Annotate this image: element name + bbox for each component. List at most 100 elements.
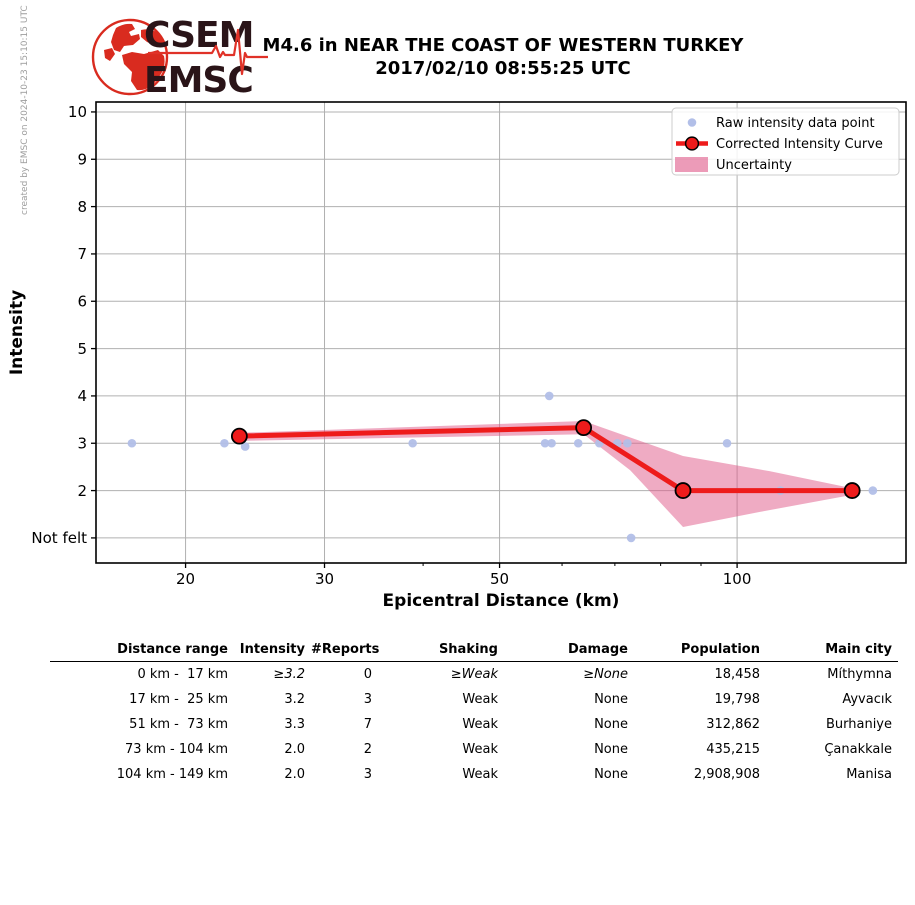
title-line-2: 2017/02/10 08:55:25 UTC bbox=[375, 58, 631, 79]
curve-marker bbox=[843, 482, 861, 499]
y-tick-label: 5 bbox=[77, 340, 87, 358]
raw-data-point bbox=[127, 438, 137, 448]
y-tick-label: 10 bbox=[68, 103, 87, 121]
y-tick-label: 7 bbox=[77, 245, 87, 263]
table-cell: 3 bbox=[363, 691, 372, 707]
legend-label: Raw intensity data point bbox=[716, 116, 875, 131]
column-header-6: Population bbox=[634, 639, 766, 662]
table-cell: 3 bbox=[363, 766, 372, 782]
table-cell: Weak bbox=[462, 716, 498, 732]
raw-data-point bbox=[623, 438, 632, 448]
raw-data-point bbox=[544, 391, 554, 401]
table-cell: Weak bbox=[462, 691, 498, 707]
table-cell: Weak bbox=[462, 741, 498, 757]
y-tick-label: 3 bbox=[77, 435, 87, 453]
legend-label: Uncertainty bbox=[716, 158, 792, 173]
table-cell: 73 km - 104 km bbox=[125, 741, 228, 757]
table-cell: 18,458 bbox=[714, 666, 761, 682]
legend-box bbox=[671, 107, 900, 176]
x-tick-label: 20 bbox=[176, 570, 195, 588]
globe-icon bbox=[91, 18, 169, 96]
uncertainty-band bbox=[239, 421, 853, 528]
raw-data-point bbox=[547, 438, 556, 448]
table-cell: 0 km - 17 km bbox=[137, 666, 228, 682]
raw-data-point bbox=[573, 438, 583, 448]
raw-data-point bbox=[722, 438, 732, 448]
legend-patch-marker bbox=[675, 157, 708, 172]
table-cell: 312,862 bbox=[706, 716, 760, 732]
table-cell: 2 bbox=[363, 741, 372, 757]
raw-data-point bbox=[220, 438, 229, 448]
table-row: 17 km - 25 km 3.2 3 Weak None 19,798 Ayvacık bbox=[50, 687, 898, 712]
table-cell: 104 km - 149 km bbox=[116, 766, 228, 782]
y-axis-label: Intensity bbox=[7, 290, 27, 375]
curve-marker bbox=[230, 427, 248, 445]
logo-text-emsc: EMSC bbox=[144, 60, 253, 101]
table-cell: 19,798 bbox=[714, 691, 761, 707]
table-cell: 17 km - 25 km bbox=[129, 691, 228, 707]
table-cell: Ayvacık bbox=[842, 691, 892, 707]
column-header-4: Shaking bbox=[378, 639, 504, 662]
legend-circle-marker bbox=[684, 136, 700, 151]
raw-data-point bbox=[408, 438, 417, 448]
table-cell: None bbox=[594, 716, 628, 732]
x-axis-label: Epicentral Distance (km) bbox=[383, 591, 620, 611]
x-tick-label: 30 bbox=[315, 570, 334, 588]
chart-title: M4.6 in NEAR THE COAST OF WESTERN TURKEY… bbox=[96, 34, 910, 80]
x-tick-label: 50 bbox=[490, 570, 509, 588]
plot-border bbox=[95, 101, 907, 564]
table-cell: 7 bbox=[363, 716, 372, 732]
table-cell: 435,215 bbox=[706, 741, 760, 757]
felt-report-table: Distance range Intensity #Reports Shaking Da… bbox=[50, 639, 898, 787]
table-cell: 3.3 bbox=[284, 716, 305, 732]
table-cell: Míthymna bbox=[827, 666, 892, 682]
column-header-3: #Reports bbox=[311, 639, 379, 662]
column-header-5: Damage bbox=[504, 639, 634, 662]
table-cell: Çanakkale bbox=[824, 741, 892, 757]
x-tick-label: 100 bbox=[723, 570, 752, 588]
y-tick-label: 6 bbox=[77, 293, 87, 311]
table-row: 0 km - 17 km ≥3.2 0 ≥Weak ≥None 18,458 Míthymn… bbox=[50, 662, 898, 687]
table-cell: None bbox=[594, 691, 628, 707]
curve-marker bbox=[575, 419, 593, 437]
column-header-7: Main city bbox=[766, 639, 898, 662]
title-line-1: M4.6 in NEAR THE COAST OF WESTERN TURKEY bbox=[262, 35, 744, 56]
table-cell: ≥Weak bbox=[450, 666, 498, 682]
raw-data-point bbox=[240, 442, 250, 451]
legend-label: Corrected Intensity Curve bbox=[716, 137, 883, 152]
legend-dot-marker bbox=[687, 118, 697, 127]
intensity-chart: Not felt 2 3 4 5 6 7 8 9 10 20 30 50 100 Intensity Epic… bbox=[7, 101, 907, 611]
y-tick-label: 2 bbox=[77, 482, 87, 500]
raw-data-point bbox=[626, 533, 636, 543]
y-tick-label: 4 bbox=[77, 387, 87, 405]
table-cell: Burhaniye bbox=[825, 716, 892, 732]
table-header-row: Distance range Intensity #Reports Shaking Da… bbox=[50, 639, 898, 662]
column-header-1: Distance range bbox=[50, 639, 234, 662]
table-cell: 51 km - 73 km bbox=[129, 716, 228, 732]
y-tick-label: 9 bbox=[77, 151, 87, 169]
seismogram-icon bbox=[148, 28, 268, 76]
table-cell: Weak bbox=[462, 766, 498, 782]
table-cell: 2,908,908 bbox=[693, 766, 760, 782]
table-cell: ≥3.2 bbox=[273, 666, 305, 682]
emsc-logo: CSEM EMSC bbox=[91, 15, 268, 101]
table-cell: None bbox=[594, 766, 628, 782]
table-cell: Manisa bbox=[846, 766, 892, 782]
table-row: 51 km - 73 km 3.3 7 Weak None 312,862 Burhaniy… bbox=[50, 712, 898, 737]
table-cell: 2.0 bbox=[284, 766, 305, 782]
column-header-2: Intensity bbox=[234, 639, 311, 662]
raw-data-point bbox=[868, 486, 878, 495]
table-cell: 3.2 bbox=[284, 691, 305, 707]
raw-data-point bbox=[540, 438, 550, 448]
table-cell: ≥None bbox=[583, 666, 628, 682]
table-row: 73 km - 104 km 2.0 2 Weak None 435,215 Çanakka… bbox=[50, 737, 898, 762]
y-tick-label: Not felt bbox=[31, 529, 87, 547]
curve-marker bbox=[674, 482, 692, 499]
table-cell: 0 bbox=[363, 666, 372, 682]
table-row: 104 km - 149 km 2.0 3 Weak None 2,908,908 Mani… bbox=[50, 762, 898, 787]
table-cell: None bbox=[594, 741, 628, 757]
corrected-intensity-curve bbox=[236, 425, 855, 494]
y-tick-label: 8 bbox=[77, 198, 87, 216]
table-cell: 2.0 bbox=[284, 741, 305, 757]
